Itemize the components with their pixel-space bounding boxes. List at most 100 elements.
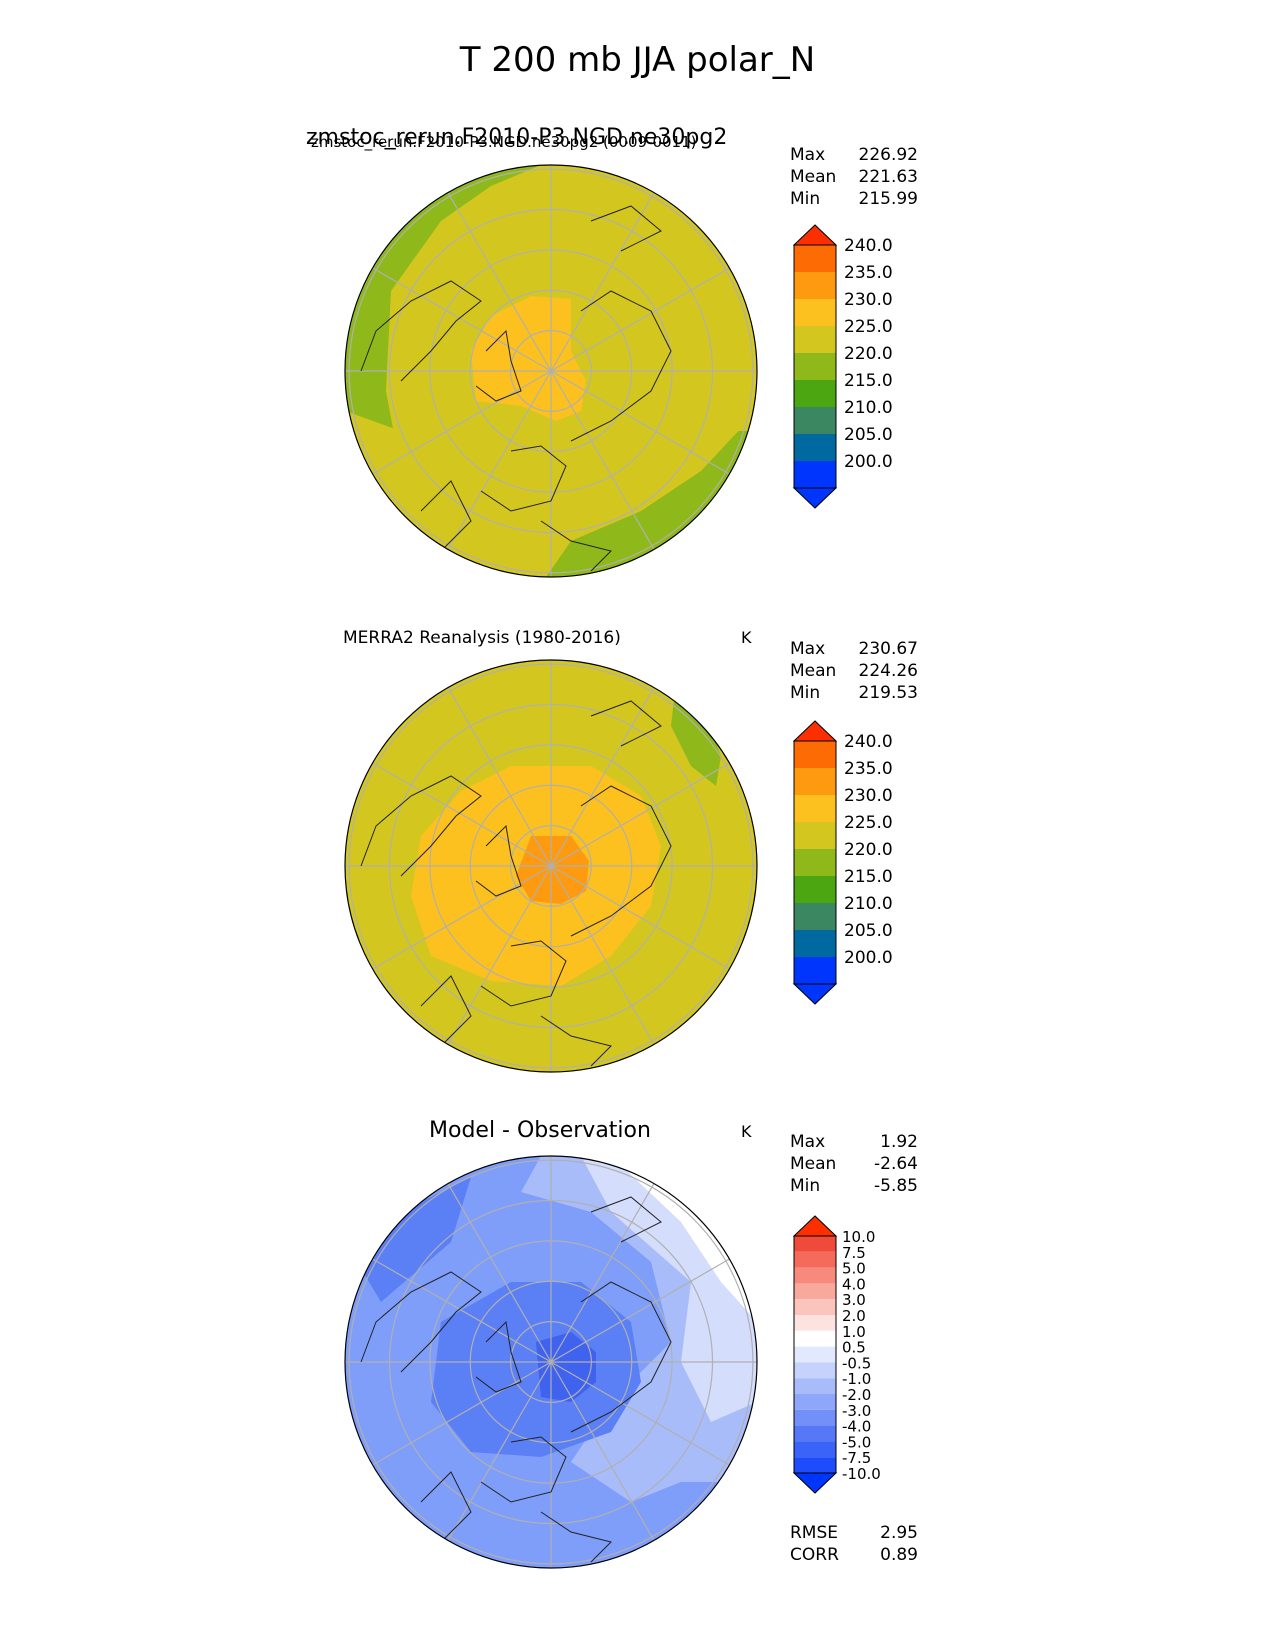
panel3-colorbar-tick-label: 4.0	[842, 1275, 866, 1293]
panel3-meridian-line	[372, 1361, 552, 1466]
panel1-coastline	[480, 445, 567, 512]
panel2-meridian-line	[550, 762, 730, 867]
panel1-colorbar-tick-label: 225.0	[844, 317, 893, 337]
stat-row: Mean -2.64	[790, 1153, 918, 1175]
panel2-colorbar-segment	[794, 741, 836, 768]
panel3-map-border	[344, 1155, 758, 1569]
panel3-meridian-line	[550, 1258, 730, 1363]
stat-row: Min 219.53	[790, 682, 918, 704]
stat-value: 230.67	[858, 639, 918, 659]
panel2-colorbar-segment	[794, 930, 836, 957]
metric-row: RMSE 2.95	[790, 1522, 918, 1544]
panel1-meridian-line	[550, 370, 655, 550]
panel1-colorbar-tick-label: 235.0	[844, 263, 893, 283]
metric-label: RMSE	[790, 1523, 839, 1543]
panel2-colorbar-tick-label: 235.0	[844, 759, 893, 779]
panel2-coastline	[480, 940, 567, 1007]
stat-row: Mean 224.26	[790, 660, 918, 682]
panel1-colorbar-extend-low	[792, 487, 838, 509]
panel2-colorbar-tick-label: 200.0	[844, 948, 893, 968]
panel3-coastline	[360, 1271, 482, 1373]
stat-value: -5.85	[874, 1176, 918, 1196]
panel1-colorbar-tick-label: 210.0	[844, 398, 893, 418]
panel2-meridian-line	[447, 687, 552, 867]
panel3-colorbar-tick-label: 1.0	[842, 1323, 866, 1341]
panel3-colorbar-tick-label: -10.0	[842, 1465, 881, 1483]
stat-row: Min 215.99	[790, 188, 918, 210]
stat-row: Max 1.92	[790, 1131, 918, 1153]
panel1-map-border	[344, 164, 758, 578]
panel2-colorbar-segment	[794, 849, 836, 876]
panel1-meridian-line	[372, 370, 552, 475]
stat-label: Min	[790, 189, 821, 209]
panel1-colorbar-segment	[794, 299, 836, 326]
panel3-colorbar-tick-label: 7.5	[842, 1244, 866, 1262]
panel3-coastline	[590, 1196, 662, 1243]
panel2-colorbar-tick-label: 225.0	[844, 813, 893, 833]
metric-value: 0.89	[880, 1545, 918, 1565]
panel3-colorbar-tick-label: -2.0	[842, 1386, 871, 1404]
field-1-2	[691, 1156, 757, 1222]
stat-row: Min -5.85	[790, 1175, 918, 1197]
panel3-colorbar-segment	[794, 1346, 836, 1363]
stat-label: Max	[790, 639, 826, 659]
panel1-colorbar-segment	[794, 461, 836, 488]
panel2-stats: Max 230.67 Mean 224.26 Min 219.53	[790, 638, 918, 704]
panel1-colorbar-segment	[794, 326, 836, 353]
panel3-colorbar-tick-label: 5.0	[842, 1260, 866, 1278]
panel2-colorbar-segment	[794, 903, 836, 930]
panel1-colorbar-tick-label: 205.0	[844, 425, 893, 445]
panel3-meridian-line	[447, 1183, 552, 1363]
panel2-title: MERRA2 Reanalysis (1980-2016)	[343, 628, 621, 648]
panel1-colorbar-extend-high	[792, 224, 838, 246]
panel1-colorbar-segment	[794, 380, 836, 407]
panel3-stats: Max 1.92 Mean -2.64 Min -5.85	[790, 1131, 918, 1197]
panel3-colorbar-segment	[794, 1267, 836, 1284]
panel3-colorbar-tick-label: -0.5	[842, 1354, 871, 1372]
panel2-colorbar-tick-label: 215.0	[844, 867, 893, 887]
panel3-colorbar-tick-label: -5.0	[842, 1433, 871, 1451]
panel2-colorbar-segment	[794, 795, 836, 822]
panel3-colorbar-segment	[794, 1236, 836, 1252]
stat-label: Max	[790, 1132, 826, 1152]
panel1-colorbar-segment	[794, 407, 836, 434]
panel1-title-main: zmstoc_rerun.F2010-P3.NGD.ne30pg2	[306, 125, 728, 150]
stat-value: 219.53	[858, 683, 918, 703]
metric-row: CORR 0.89	[790, 1544, 918, 1566]
panel2-meridian-line	[372, 762, 552, 867]
panel1-meridian-line	[447, 192, 552, 372]
metric-label: CORR	[790, 1545, 839, 1565]
panel2-colorbar-tick-label: 220.0	[844, 840, 893, 860]
panel3-map	[345, 1156, 757, 1568]
panel3-meridian-line	[447, 1361, 552, 1541]
panel3-colorbar-segment	[794, 1457, 836, 1473]
stat-row: Max 230.67	[790, 638, 918, 660]
panel3-coastline	[540, 1511, 612, 1563]
panel3-colorbar-segment	[794, 1441, 836, 1458]
stat-label: Mean	[790, 167, 837, 187]
panel1-colorbar-segment	[794, 245, 836, 272]
panel1-coastline	[540, 520, 612, 572]
panel3-colorbar-tick-label: 0.5	[842, 1339, 866, 1357]
panel1-coastline	[590, 205, 662, 252]
field-230-235	[516, 836, 589, 904]
panel3-coastline	[420, 1471, 472, 1543]
panel2-colorbar-segment	[794, 822, 836, 849]
panel3-colorbar-extend-low	[792, 1472, 838, 1494]
panel3-title: Model - Observation	[429, 1118, 651, 1143]
panel1-coastline	[420, 480, 472, 552]
panel2-meridian-line	[550, 865, 655, 1045]
field-minus4-minus3	[431, 1282, 641, 1457]
panel3-colorbar-segment	[794, 1425, 836, 1442]
panel2-colorbar-segment	[794, 876, 836, 903]
metric-value: 2.95	[880, 1523, 918, 1543]
panel2-map-border	[344, 659, 758, 1073]
panel2-units: K	[741, 628, 752, 647]
panel3-meridian-line	[372, 1258, 552, 1363]
panel1-colorbar-segment	[794, 434, 836, 461]
stat-label: Mean	[790, 1154, 837, 1174]
stat-value: 224.26	[858, 661, 918, 681]
panel3-colorbar-tick-label: 2.0	[842, 1307, 866, 1325]
panel2-coastline	[360, 775, 482, 877]
